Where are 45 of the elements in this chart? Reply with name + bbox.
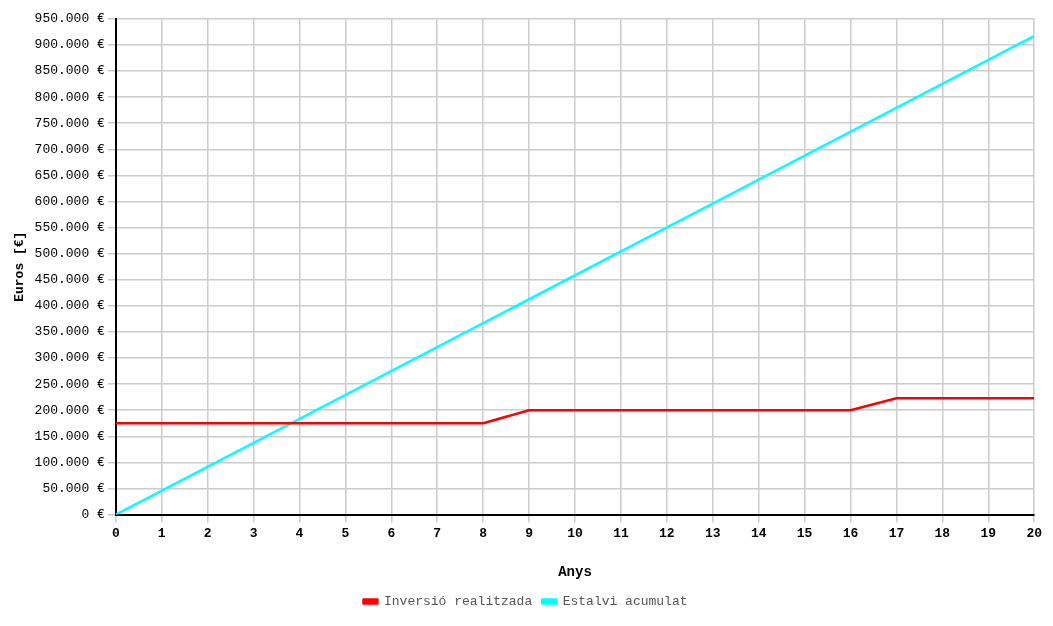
y-tick-label: 850.000 €: [34, 63, 105, 79]
y-tick-label: 200.000 €: [34, 402, 105, 418]
x-tick-label: 16: [842, 525, 859, 541]
x-tick-label: 2: [203, 525, 212, 541]
x-tick-label: 5: [341, 525, 350, 541]
x-tick-label: 6: [387, 525, 396, 541]
y-tick-label: 650.000 €: [34, 167, 105, 183]
y-tick-label: 950.000 €: [34, 11, 105, 27]
y-tick-label: 750.000 €: [34, 115, 105, 131]
x-tick-label: 13: [704, 525, 721, 541]
y-tick-label: 400.000 €: [34, 298, 105, 314]
x-tick-label: 1: [157, 525, 166, 541]
x-tick-label: 17: [888, 525, 905, 541]
y-tick-label: 150.000 €: [34, 428, 105, 444]
x-tick-label: 15: [796, 525, 813, 541]
legend-label: Inversió realitzada: [383, 593, 533, 609]
x-tick-label: 12: [659, 525, 675, 541]
y-tick-label: 350.000 €: [34, 324, 105, 340]
y-axis-title: Euros [€]: [12, 231, 28, 302]
y-tick-label: 700.000 €: [34, 141, 105, 157]
x-tick-label: 18: [934, 525, 951, 541]
x-tick-label: 3: [249, 525, 258, 541]
legend-label: Estalvi acumulat: [562, 593, 688, 609]
y-tick-label: 900.000 €: [34, 37, 105, 53]
x-tick-label: 7: [433, 525, 442, 541]
y-tick-label: 600.000 €: [34, 193, 105, 209]
x-tick-label: 9: [525, 525, 534, 541]
x-tick-label: 14: [750, 525, 767, 541]
y-tick-label: 500.000 €: [34, 246, 105, 262]
y-tick-label: 800.000 €: [34, 89, 105, 105]
y-tick-label: 450.000 €: [34, 272, 105, 288]
x-tick-label: 8: [479, 525, 488, 541]
y-tick-label: 250.000 €: [34, 376, 105, 392]
x-tick-label: 20: [1026, 525, 1043, 541]
x-tick-label: 0: [111, 525, 120, 541]
x-tick-label: 11: [613, 525, 629, 541]
x-tick-label: 4: [295, 525, 304, 541]
y-tick-label: 50.000 €: [42, 480, 105, 496]
y-tick-label: 0 €: [81, 507, 106, 523]
y-tick-label: 550.000 €: [34, 220, 105, 235]
y-tick-label: 300.000 €: [34, 350, 105, 366]
y-tick-label: 100.000 €: [34, 454, 105, 470]
x-tick-label: 10: [567, 525, 583, 541]
x-axis-title: Anys: [558, 564, 592, 581]
x-tick-label: 19: [980, 525, 997, 541]
